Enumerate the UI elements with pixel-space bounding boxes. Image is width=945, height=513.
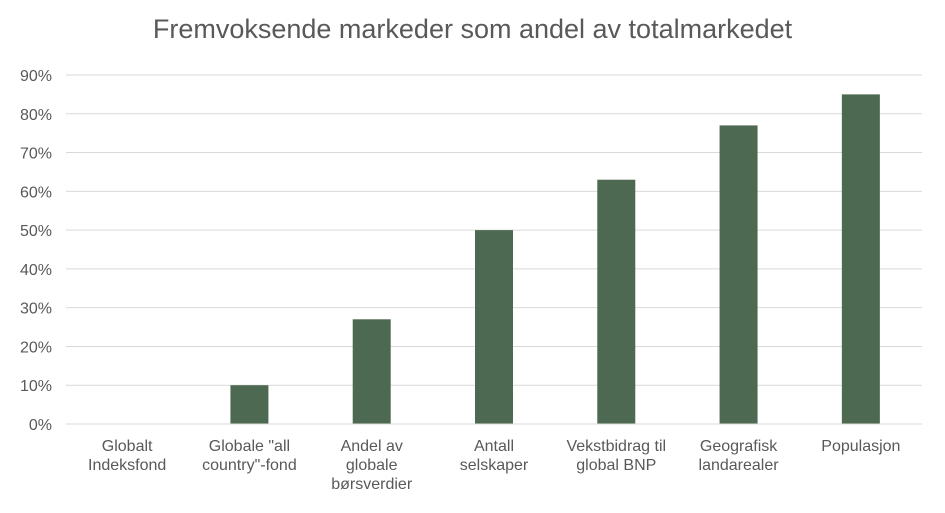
- y-tick-label: 50%: [20, 223, 52, 240]
- x-category-label-line: Indeksfond: [88, 457, 166, 474]
- bar: [475, 230, 513, 424]
- x-category-label-line: Antall: [474, 438, 514, 455]
- y-tick-label: 20%: [20, 339, 52, 356]
- x-category-label: Vekstbidrag til global BNP: [566, 438, 666, 474]
- y-tick-label: 80%: [20, 107, 52, 124]
- y-tick-label: 30%: [20, 301, 52, 318]
- y-tick-label: 0%: [29, 417, 52, 434]
- y-tick-label: 10%: [20, 378, 52, 395]
- bar: [719, 125, 758, 425]
- x-category-label-line: Globale "all: [209, 438, 290, 455]
- x-category-label-line: børsverdier: [331, 476, 413, 493]
- y-tick-label: 90%: [20, 68, 52, 85]
- y-tick-label: 70%: [20, 146, 52, 163]
- x-axis-categories: Globalt Indeksfond Globale "all country"-fo…: [88, 438, 900, 493]
- x-category-label: Globalt Indeksfond: [88, 438, 166, 474]
- x-category-label-line: Vekstbidrag til: [566, 438, 666, 455]
- y-tick-label: 40%: [20, 262, 52, 279]
- bar: [597, 179, 636, 424]
- y-tick-label: 60%: [20, 184, 52, 201]
- x-category-label-line: globale: [346, 457, 398, 474]
- bar: [352, 319, 391, 424]
- x-category-label-line: Populasjon: [821, 438, 900, 455]
- x-category-label-line: Andel av: [341, 438, 403, 455]
- x-category-label-line: selskaper: [460, 457, 529, 474]
- x-category-label-line: Globalt: [102, 438, 153, 455]
- x-category-label: Populasjon: [821, 438, 900, 455]
- y-axis-ticks: 0% 10% 20% 30% 40% 50% 60% 70% 80% 90%: [20, 68, 52, 434]
- x-category-label: Antall selskaper: [460, 438, 529, 474]
- chart-title: Fremvoksende markeder som andel av total…: [152, 14, 793, 44]
- x-category-label-line: country"-fond: [202, 457, 297, 474]
- x-category-label: Geografisk landarealer: [699, 438, 780, 474]
- x-category-label: Globale "all country"-fond: [202, 438, 297, 474]
- x-category-label-line: global BNP: [576, 457, 656, 474]
- x-category-label-line: Geografisk: [700, 438, 778, 455]
- bar: [841, 94, 880, 424]
- bar: [230, 385, 269, 424]
- x-category-label-line: landarealer: [699, 457, 780, 474]
- bars: [230, 94, 880, 425]
- x-category-label: Andel av globale børsverdier: [331, 438, 413, 493]
